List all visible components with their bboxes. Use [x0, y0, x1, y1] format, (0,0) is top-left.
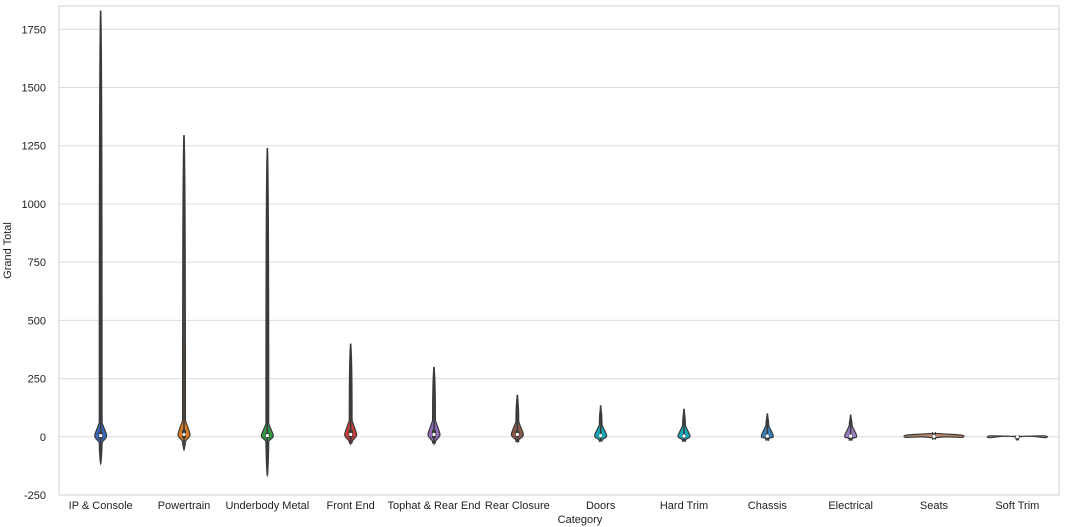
y-tick-label: 1250 — [22, 141, 46, 153]
violin-powertrain — [177, 135, 191, 452]
violin-chassis — [760, 413, 774, 442]
violin-underbody-metal — [260, 147, 274, 478]
y-tick-label: 750 — [28, 257, 46, 269]
y-tick-label: 1750 — [22, 24, 46, 36]
x-tick-label: Underbody Metal — [225, 500, 309, 512]
violin-median-point — [432, 432, 436, 437]
x-tick-label: Tophat & Rear End — [388, 500, 481, 512]
y-axis-ticks: -250 0 250 500 750 1000 1250 1500 1750 — [22, 24, 46, 502]
y-tick-label: 0 — [40, 432, 46, 444]
violins — [94, 10, 1048, 478]
violin-median-point — [515, 432, 519, 437]
x-tick-label: Powertrain — [158, 500, 211, 512]
violin-front-end — [344, 343, 358, 446]
x-tick-label: Front End — [327, 500, 375, 512]
violin-rear-closure — [510, 394, 524, 444]
x-tick-label: Chassis — [748, 500, 788, 512]
y-tick-label: 250 — [28, 374, 46, 386]
grid-lines — [59, 28, 1059, 496]
x-tick-label: Seats — [920, 500, 949, 512]
violin-electrical — [844, 414, 858, 442]
x-tick-label: IP & Console — [69, 500, 133, 512]
plot-area-frame — [58, 5, 1060, 496]
y-tick-label: 1000 — [22, 199, 46, 211]
violin-soft-trim — [986, 434, 1048, 441]
violin-median-point — [849, 434, 853, 438]
violin-median-point — [349, 432, 353, 437]
y-tick-label: 500 — [28, 315, 46, 327]
violin-median-point — [99, 434, 103, 438]
y-tick-label: 1500 — [22, 83, 46, 95]
violin-median-point — [682, 434, 686, 438]
violin-median-point — [182, 432, 186, 437]
violin-median-point — [265, 434, 269, 438]
x-tick-label: Electrical — [828, 500, 873, 512]
violin-median-point — [765, 434, 769, 438]
x-tick-label: Hard Trim — [660, 500, 708, 512]
x-tick-label: Soft Trim — [995, 500, 1039, 512]
violin-seats — [903, 431, 965, 441]
violin-median-point — [599, 434, 603, 438]
y-tick-label: -250 — [24, 490, 46, 502]
violin-median-point — [1015, 435, 1019, 439]
x-axis-label: Category — [558, 514, 603, 526]
violin-median-point — [932, 434, 936, 438]
violin-hard-trim — [677, 408, 691, 443]
x-tick-label: Doors — [586, 500, 616, 512]
x-axis-ticks: IP & Console Powertrain Underbody Metal Fro… — [69, 500, 1040, 512]
violin-doors — [594, 405, 608, 443]
violin-ip-console — [94, 10, 108, 466]
violin-tophat-rear-end — [427, 366, 441, 446]
x-tick-label: Rear Closure — [485, 500, 550, 512]
y-axis-label: Grand Total — [2, 222, 14, 279]
